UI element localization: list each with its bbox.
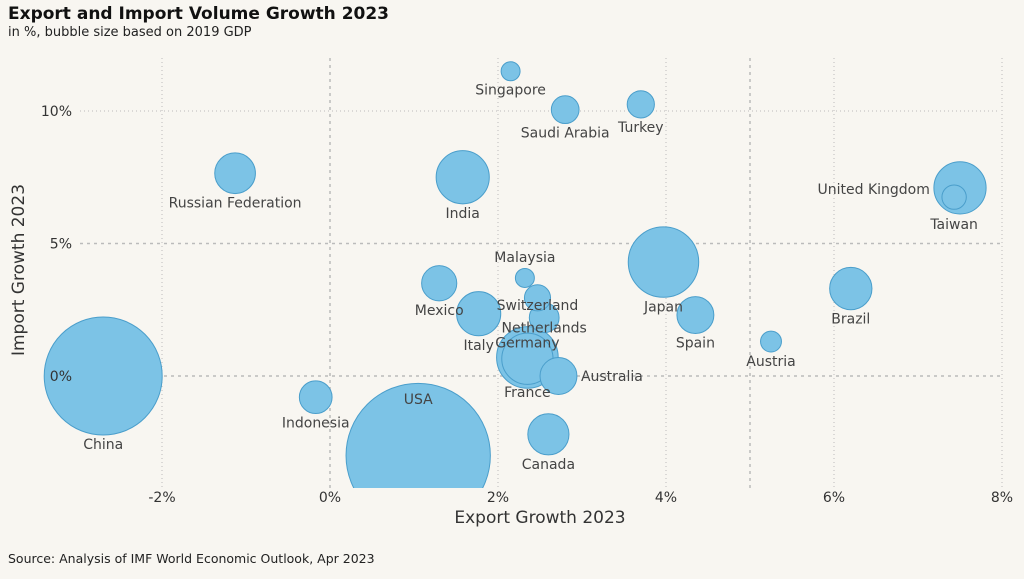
bubble-label: Australia	[581, 369, 643, 385]
x-tick-label: -2%	[148, 490, 175, 506]
bubble	[760, 330, 782, 353]
bubble-label: Spain	[676, 336, 715, 352]
bubble-labels: China USA Indonesia Russian Federation India…	[83, 83, 978, 473]
bubble-label: Indonesia	[282, 416, 350, 432]
bubble	[500, 61, 521, 82]
bubble-label: Mexico	[415, 303, 464, 319]
bubble-label: Switzerland	[497, 298, 579, 314]
source-note: Source: Analysis of IMF World Economic O…	[8, 551, 375, 566]
bubble-label: Saudi Arabia	[521, 126, 610, 142]
bubble	[627, 226, 700, 298]
bubble	[626, 90, 655, 119]
bubble	[456, 291, 502, 337]
bubble-label: Taiwan	[929, 217, 978, 233]
bubble	[941, 184, 967, 210]
y-axis-label: Import Growth 2023	[9, 184, 29, 356]
bubble-label: China	[83, 437, 123, 453]
chart-subtitle: in %, bubble size based on 2019 GDP	[8, 25, 252, 40]
bubble-label: Netherlands	[502, 321, 587, 337]
x-tick-label: 4%	[655, 490, 677, 506]
x-axis-label: Export Growth 2023	[454, 508, 625, 528]
bubble	[214, 152, 256, 195]
chart-title: Export and Import Volume Growth 2023	[8, 4, 390, 24]
x-tick-label: 6%	[823, 490, 845, 506]
bubble-label: Austria	[746, 354, 795, 370]
bubble-label: United Kingdom	[818, 182, 930, 198]
bubble	[523, 284, 552, 312]
bubble-label: Singapore	[475, 83, 546, 99]
bubble	[527, 413, 570, 456]
bubble-label: France	[504, 385, 551, 401]
y-tick-label: 10%	[41, 104, 72, 120]
bubble-label: Turkey	[617, 120, 664, 136]
bubble	[676, 296, 715, 335]
x-tick-label: 0%	[319, 490, 341, 506]
bubble	[345, 382, 491, 488]
bubble-label: Canada	[522, 457, 575, 473]
bubble	[421, 265, 458, 302]
bubble-label: Germany	[495, 335, 559, 351]
y-tick-label: 5%	[50, 237, 72, 253]
bubble	[829, 266, 873, 311]
bubble-label: Malaysia	[494, 250, 555, 266]
bubble-label: India	[446, 206, 480, 222]
axis-ticks: -2% 0% 2% 4% 6% 8% 0% 5% 10%	[41, 104, 1013, 506]
bubble	[550, 95, 580, 125]
bubble	[43, 316, 163, 436]
x-tick-label: 2%	[487, 490, 509, 506]
bubble-label: Italy	[463, 338, 493, 354]
bubble-label: Japan	[643, 299, 683, 315]
gridlines	[80, 58, 1003, 488]
bubble	[298, 380, 333, 415]
bubble-label: USA	[404, 392, 433, 408]
bubble-label: Brazil	[831, 312, 870, 328]
bubble	[514, 267, 535, 288]
bubble-label: Russian Federation	[169, 196, 302, 212]
bubbles	[43, 61, 987, 488]
bubble	[539, 357, 578, 395]
y-tick-label: 0%	[50, 369, 72, 385]
bubble	[435, 150, 490, 205]
x-tick-label: 8%	[991, 490, 1013, 506]
